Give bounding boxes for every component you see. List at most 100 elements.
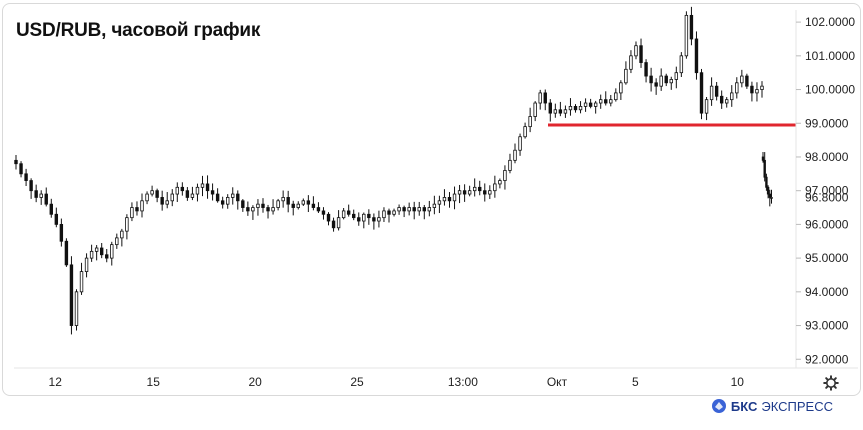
candle-body [664, 75, 668, 84]
candle-body [714, 85, 719, 97]
candle-body [291, 203, 295, 208]
candle-body [387, 210, 391, 215]
candle-body [553, 109, 558, 114]
candle-body [629, 55, 633, 70]
candle-body [674, 72, 679, 80]
candle-body [130, 207, 134, 219]
candle-body [110, 244, 114, 259]
candle-body [543, 92, 547, 104]
candle-body [725, 99, 729, 104]
candle-body [372, 217, 376, 222]
candle-body [155, 190, 159, 198]
candle-body [336, 217, 341, 229]
candle-body [382, 210, 386, 219]
candle-body [699, 72, 704, 114]
candle-body [321, 210, 326, 215]
candle-body [689, 14, 694, 40]
chart-title: USD/RUB, часовой график [16, 20, 261, 41]
candle-body [432, 203, 437, 208]
candle-body [39, 193, 43, 198]
candle-body [523, 126, 527, 138]
candle-body [266, 207, 270, 212]
candle-body [205, 183, 210, 192]
time-tick-label: 12 [49, 375, 63, 389]
candle-body [175, 186, 179, 195]
candle-body [558, 109, 563, 114]
candle-body [301, 200, 306, 205]
candle-body [140, 200, 144, 212]
candle-body [105, 254, 109, 259]
candle-body [508, 159, 512, 171]
candle-body [246, 207, 250, 212]
candle-body [639, 45, 643, 63]
candle-body [357, 217, 361, 222]
candle-body [694, 38, 699, 74]
candle-body [452, 193, 457, 202]
candle-body [261, 203, 265, 208]
time-tick-label: 15 [147, 375, 161, 389]
candle-body [483, 190, 487, 195]
candle-body [367, 213, 371, 219]
candle-body [331, 220, 336, 229]
candle-body [548, 102, 552, 114]
candle-body [654, 82, 658, 87]
candle-body [614, 92, 618, 101]
candle-body [311, 203, 316, 208]
candle-body [74, 291, 79, 326]
candle-body [150, 190, 154, 195]
candle-body [578, 106, 583, 111]
candle-body [256, 203, 260, 208]
time-tick-label: Окт [547, 375, 568, 389]
candle-body [599, 99, 603, 104]
candle-body [755, 89, 759, 94]
candle-body [346, 210, 351, 215]
candle-body [573, 106, 578, 111]
candle-body [19, 163, 23, 175]
candle-body [447, 197, 452, 202]
candle-body [634, 45, 638, 57]
candle-body [503, 170, 507, 181]
candle-body [704, 99, 709, 114]
candle-body [286, 197, 290, 205]
candle-body [377, 217, 381, 222]
candle-body [472, 186, 477, 192]
candle-body [64, 240, 69, 266]
candle-body [402, 207, 406, 212]
candle-body [609, 99, 613, 104]
candle-body [766, 186, 770, 195]
candle-body [740, 75, 744, 84]
candle-body [669, 79, 673, 84]
candle-body [79, 271, 84, 293]
price-tick-label: 101.0000 [805, 49, 855, 63]
candle-body [165, 200, 169, 205]
candle-body [644, 62, 648, 77]
candle-body [684, 14, 689, 57]
candle-body [281, 197, 285, 202]
candle-body [719, 95, 724, 104]
candle-body [170, 193, 174, 202]
candle-body [185, 190, 190, 198]
candle-body [498, 180, 502, 185]
time-tick-label: 5 [632, 375, 639, 389]
price-tick-label: 97.0000 [805, 184, 849, 198]
candle-body [659, 75, 663, 87]
candle-body [442, 197, 447, 202]
candle-body [437, 200, 442, 205]
candle-body [528, 116, 532, 128]
time-tick-label: 25 [350, 375, 364, 389]
candles-layer [14, 6, 773, 335]
time-tick-label: 10 [731, 375, 745, 389]
candle-body [352, 213, 356, 219]
candle-body [326, 213, 331, 222]
candle-body [488, 190, 492, 195]
candle-body [120, 230, 124, 239]
candle-body [735, 82, 739, 94]
candle-body [709, 85, 714, 101]
candle-body [765, 176, 768, 188]
candle-body [533, 102, 537, 117]
gear-icon[interactable] [823, 375, 839, 391]
bks-logo-icon [711, 398, 727, 414]
candle-body [296, 203, 300, 208]
candle-body [770, 197, 773, 199]
